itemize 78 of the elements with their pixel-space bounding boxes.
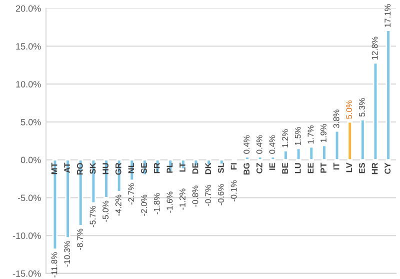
data-label: -1.2% [180, 188, 186, 210]
data-label: 12.8% [372, 36, 378, 60]
data-label: 1.5% [294, 126, 301, 146]
data-label: -1.8% [154, 193, 160, 214]
x-tick-label: IE [269, 162, 276, 170]
x-tick-label: HR [372, 162, 378, 174]
x-tick-label: SL [218, 162, 224, 174]
x-tick-label: IT [333, 162, 340, 170]
bar [283, 150, 288, 161]
x-tick-label: DE [192, 162, 198, 174]
bar [322, 144, 327, 161]
y-tick-label: 10.0% [16, 81, 41, 88]
data-label: 1.7% [308, 125, 314, 144]
data-label: -10.3% [64, 240, 70, 267]
x-tick-label: LU [294, 163, 301, 174]
y-tick-label: 5.0% [20, 118, 41, 126]
x-tick-label: DK [205, 162, 211, 174]
x-tick-label: NL [128, 162, 134, 174]
data-label: 5.3% [359, 98, 365, 117]
x-tick-label: RO [76, 162, 83, 175]
bar [296, 148, 302, 161]
bar [347, 121, 352, 161]
data-label: 1.2% [282, 129, 288, 148]
data-label: 0.4% [244, 135, 250, 154]
bar [360, 118, 366, 161]
data-label: -5.0% [102, 200, 108, 222]
x-tick-label: HU [102, 163, 108, 174]
bar [52, 159, 58, 250]
data-label: 0.4% [269, 135, 276, 154]
y-tick-label: -5.0% [18, 194, 41, 202]
x-tick-label: BE [282, 162, 288, 174]
bar [372, 62, 378, 161]
data-label: -2.0% [141, 194, 147, 216]
x-tick-label: ES [359, 162, 365, 174]
data-label: 17.1% [384, 4, 391, 27]
y-tick-label: -10.0% [12, 232, 41, 239]
bar [334, 130, 340, 161]
data-label: -0.7% [205, 184, 212, 206]
data-label: -1.6% [166, 192, 173, 213]
y-tick-label: 0.0% [20, 156, 41, 164]
data-label: -2.7% [128, 183, 134, 204]
data-label: 1.9% [320, 124, 326, 142]
bar [257, 156, 263, 161]
y-tick-label: 15.0% [16, 43, 41, 50]
x-tick-label: AT [64, 162, 70, 173]
x-tick-label: PT [320, 162, 326, 173]
bar [65, 159, 70, 239]
bar [386, 30, 391, 161]
bar [104, 159, 109, 198]
y-tick-label: 20.0% [16, 5, 41, 12]
bar [308, 146, 314, 161]
data-label: -11.8% [51, 252, 58, 278]
data-label: -0.1% [230, 180, 237, 202]
x-tick-label: FI [230, 163, 237, 170]
data-label: -5.7% [90, 206, 96, 228]
x-tick-label: LV [346, 162, 352, 172]
x-tick-label: GR [115, 162, 122, 175]
x-tick-label: MT [51, 162, 58, 174]
data-label: 0.4% [256, 135, 262, 154]
x-tick-label: CZ [256, 162, 262, 174]
x-tick-label: BG [244, 163, 250, 175]
data-label: -0.8% [192, 186, 198, 207]
data-label: 5.0% [346, 100, 352, 119]
data-label: -0.6% [218, 184, 224, 206]
x-tick-label: FR [154, 162, 160, 174]
y-tick-label: -15.0% [12, 270, 41, 277]
bar [180, 159, 186, 170]
bar [270, 156, 276, 161]
bar [244, 156, 250, 161]
x-tick-label: SE [141, 162, 147, 174]
x-tick-label: EE [308, 162, 314, 174]
data-label: -4.2% [115, 194, 122, 216]
data-label: 3.8% [333, 110, 340, 128]
x-tick-label: SK [90, 162, 96, 174]
data-label: -8.7% [76, 228, 83, 250]
x-tick-label: CY [384, 162, 391, 174]
x-tick-label: LT [180, 162, 186, 172]
x-tick-label: PL [166, 162, 173, 173]
